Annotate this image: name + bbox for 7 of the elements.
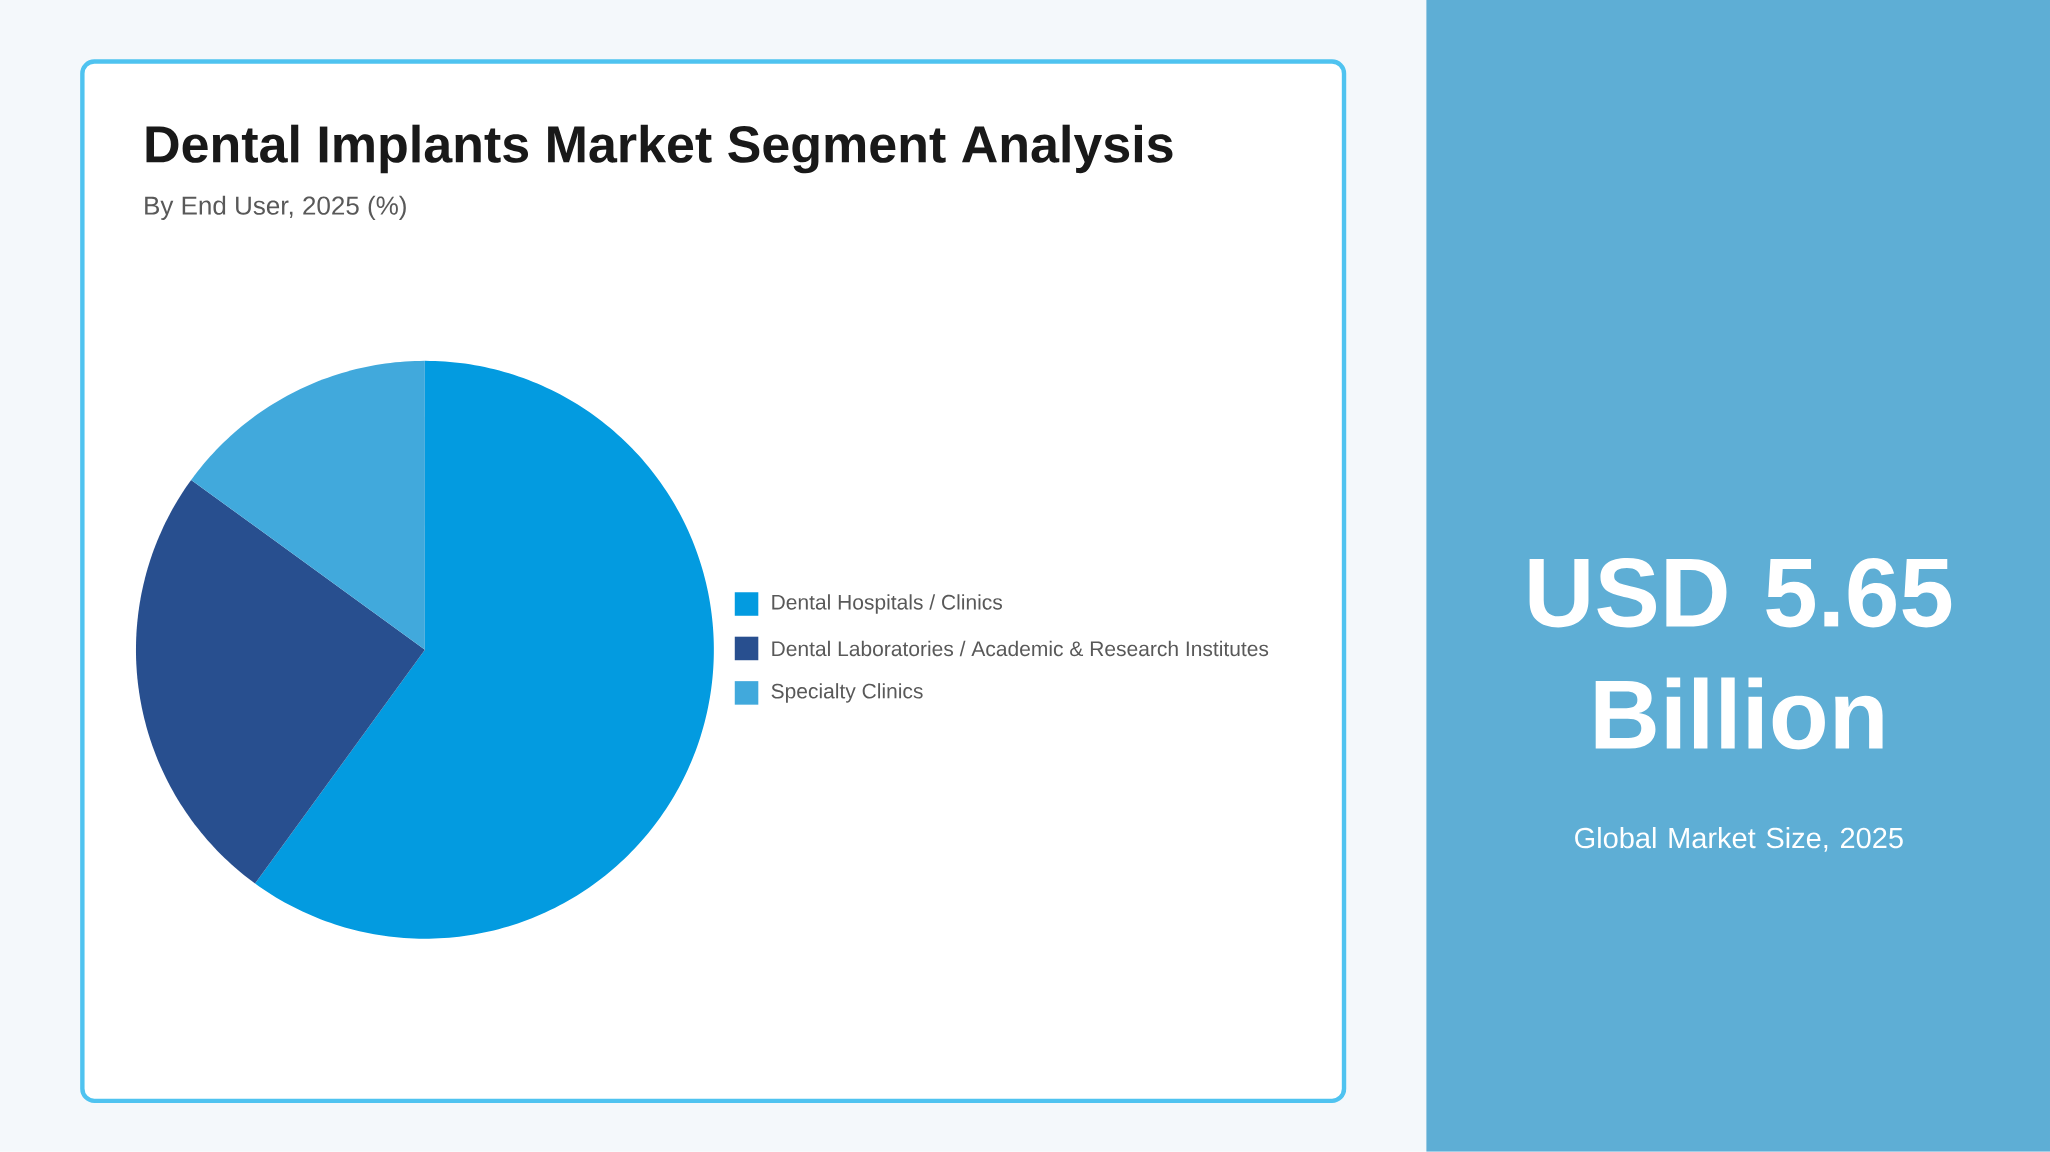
legend-label: Specialty Clinics — [771, 683, 923, 703]
chart-subtitle: By End User, 2025 (%) — [145, 195, 406, 221]
legend-label: Dental Laboratories / Academic & Research Institutes — [772, 640, 1269, 657]
legend-label: Dental Hospitals / Clinics — [772, 594, 1003, 614]
text: USD 5.65 Billion — [1529, 558, 1952, 750]
chart-title: Dental Implants Market Segment Analysis — [146, 124, 1173, 174]
text: Global Market Size, 2025 — [1575, 827, 1903, 852]
